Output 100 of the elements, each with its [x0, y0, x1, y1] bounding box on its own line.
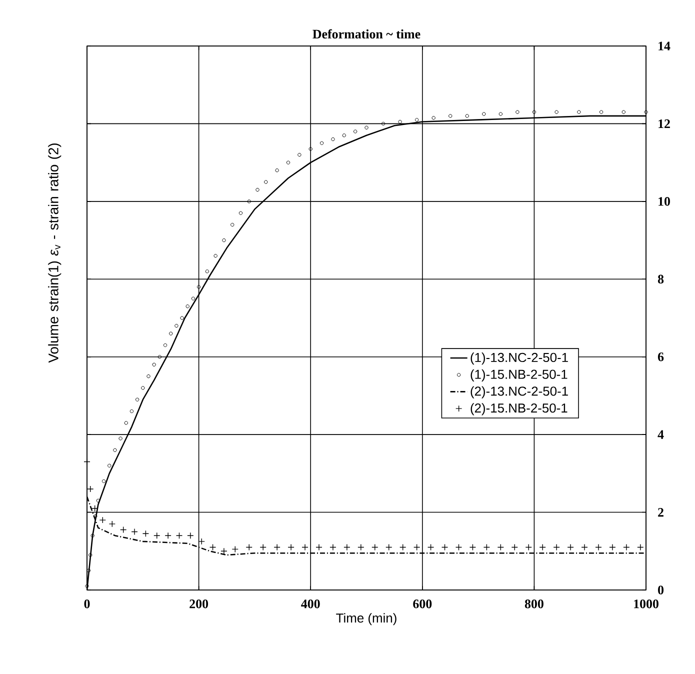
point — [113, 448, 117, 452]
point — [288, 544, 294, 551]
point — [131, 528, 138, 536]
point — [205, 270, 210, 274]
point — [260, 544, 266, 551]
point — [124, 421, 128, 425]
point — [516, 110, 520, 114]
point — [344, 544, 350, 551]
point — [86, 568, 91, 572]
point — [400, 544, 406, 551]
point — [152, 362, 156, 366]
point — [141, 386, 145, 390]
point — [120, 526, 127, 534]
point — [497, 544, 504, 551]
y-tick-label: 6 — [658, 352, 664, 362]
point — [169, 332, 173, 336]
point — [386, 544, 392, 551]
point — [330, 544, 336, 551]
point — [483, 544, 490, 551]
point — [84, 458, 90, 466]
point — [118, 436, 122, 440]
point — [164, 532, 172, 539]
point — [209, 544, 216, 551]
point — [358, 544, 364, 551]
point — [246, 544, 252, 551]
point — [214, 254, 218, 258]
point — [532, 110, 536, 114]
y-tick-label: 10 — [658, 197, 670, 206]
point — [220, 548, 228, 554]
point — [154, 532, 160, 539]
point — [298, 152, 302, 157]
point — [302, 544, 308, 551]
point — [609, 544, 616, 551]
chart-title: Deformation ~ time — [312, 29, 420, 38]
point — [180, 316, 184, 320]
legend-label: (2)-15.NB-2-50-1 — [470, 403, 568, 416]
y-tick-label: 12 — [658, 119, 670, 128]
point — [622, 110, 626, 114]
point — [230, 222, 234, 227]
point — [286, 160, 290, 164]
point — [142, 530, 150, 537]
x-tick-label: 600 — [413, 600, 432, 608]
point — [90, 534, 94, 538]
point — [331, 137, 335, 142]
legend-label: (2)-13.NC-2-50-1 — [470, 386, 568, 398]
point — [247, 200, 251, 204]
point — [196, 285, 201, 289]
legend-label: (1)-13.NC-2-50-1 — [470, 352, 568, 365]
point — [427, 544, 434, 551]
point — [256, 188, 260, 192]
point — [469, 544, 476, 551]
point — [187, 532, 194, 539]
point — [623, 544, 630, 551]
x-axis-title: Time (min) — [336, 613, 396, 626]
point — [413, 544, 420, 551]
x-tick-label: 400 — [301, 600, 320, 608]
point — [232, 546, 238, 553]
point — [381, 122, 386, 126]
point — [274, 544, 280, 551]
point — [275, 168, 279, 172]
point — [498, 112, 503, 116]
point — [455, 544, 462, 551]
x-tick-label: 0 — [84, 600, 90, 608]
point — [198, 538, 205, 545]
point — [637, 544, 644, 551]
point — [158, 355, 162, 359]
point — [414, 118, 419, 122]
point — [320, 141, 324, 145]
point — [353, 130, 358, 134]
point — [599, 110, 604, 114]
point — [88, 553, 92, 557]
y-tick-label: 0 — [658, 586, 664, 594]
point — [465, 114, 469, 118]
x-tick-label: 800 — [524, 600, 544, 608]
point — [432, 116, 436, 120]
legend-label: (1)-15.NB-2-50-1 — [470, 369, 568, 382]
point — [316, 544, 322, 551]
x-tick-label: 1000 — [634, 600, 658, 608]
point — [108, 520, 116, 528]
point — [135, 398, 140, 402]
point — [108, 464, 112, 468]
point — [511, 544, 518, 551]
point — [554, 110, 558, 114]
y-tick-label: 4 — [658, 430, 664, 439]
point — [176, 532, 183, 539]
point — [525, 544, 532, 551]
y-axis-title: Volume strain(1) ε$_{v}$ - strain ratio (2) — [48, 144, 62, 363]
point — [186, 304, 190, 308]
point — [163, 343, 168, 348]
x-tick-label: 200 — [190, 600, 208, 608]
point — [364, 126, 368, 130]
point — [99, 516, 106, 524]
point — [130, 409, 134, 414]
point — [264, 180, 268, 184]
y-tick-label: 2 — [658, 508, 664, 517]
point — [87, 486, 94, 492]
point — [567, 544, 574, 551]
point — [577, 110, 581, 114]
point — [581, 544, 588, 551]
point — [94, 514, 98, 518]
